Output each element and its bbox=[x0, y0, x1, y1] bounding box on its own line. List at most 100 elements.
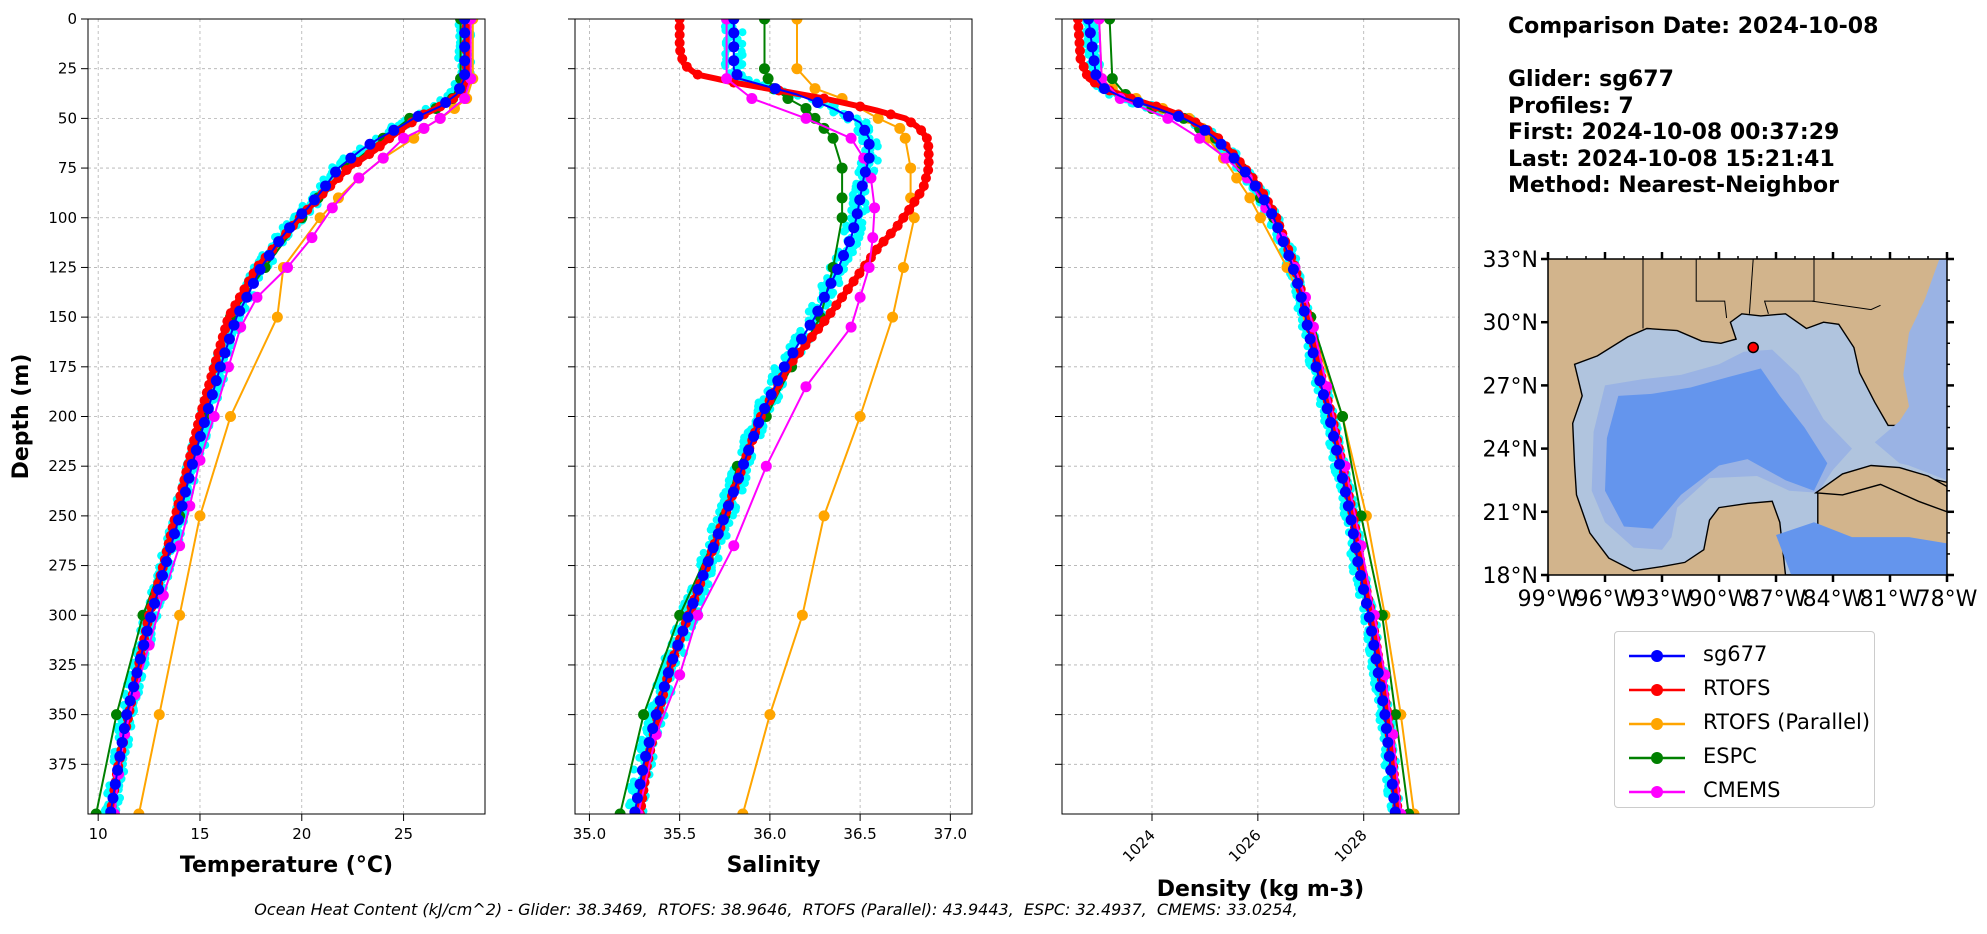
series-point-sg- bbox=[738, 458, 750, 470]
series-point-sg- bbox=[1363, 611, 1375, 623]
series-point-cmems bbox=[222, 361, 234, 373]
map-lon-label: 78°W bbox=[1917, 587, 1978, 612]
series-point-sg- bbox=[1358, 583, 1370, 595]
series-point-sg- bbox=[654, 695, 666, 707]
series-point-sg- bbox=[634, 778, 646, 790]
series-point-sg- bbox=[1090, 69, 1102, 81]
series-point-sg- bbox=[412, 110, 424, 122]
series-point-espc bbox=[1104, 19, 1116, 25]
panel-1: 35.0 35.5 36.0 36.5 37.0 Salinity bbox=[568, 18, 973, 878]
y-axis-label: Depth (m) bbox=[9, 354, 34, 480]
comparison-date: Comparison Date: 2024-10-08 bbox=[1508, 14, 1879, 39]
series-point-sg- bbox=[1310, 361, 1322, 373]
series-point-rtofs bbox=[918, 180, 929, 191]
series-point-sg- bbox=[1228, 152, 1240, 164]
series-point-sg- bbox=[796, 333, 808, 345]
glider-raw-point bbox=[1328, 453, 1337, 462]
series-point-cmems bbox=[174, 540, 186, 552]
map-lat-label: 30°N bbox=[1483, 311, 1538, 336]
y-tick-label: 250 bbox=[48, 507, 77, 525]
series-point-rtofs bbox=[374, 141, 385, 152]
map-lon-label: 96°W bbox=[1575, 587, 1636, 612]
series-point-sg- bbox=[1199, 124, 1211, 136]
series-point-sg- bbox=[1355, 570, 1367, 581]
series-point-sg- bbox=[1331, 444, 1343, 456]
series-point-rtofs-parallel- bbox=[796, 609, 808, 621]
series-point-rtofs bbox=[855, 101, 866, 112]
series-point-rtofs bbox=[1075, 53, 1086, 64]
series-point-cmems bbox=[800, 381, 812, 393]
series-point-cmems bbox=[418, 122, 430, 134]
series-point-rtofs-parallel- bbox=[1231, 172, 1243, 184]
y-tick-label: 275 bbox=[48, 557, 77, 575]
series-point-sg- bbox=[364, 138, 376, 150]
series-point-sg- bbox=[856, 180, 868, 192]
series-point-rtofs-parallel- bbox=[194, 510, 206, 522]
series-point-rtofs bbox=[674, 37, 685, 48]
series-point-sg- bbox=[640, 750, 652, 762]
series-point-espc bbox=[836, 162, 848, 174]
series-point-sg- bbox=[851, 208, 863, 220]
series-point-rtofs-parallel- bbox=[897, 261, 909, 273]
glider-raw-point bbox=[853, 232, 862, 241]
series-point-cmems bbox=[398, 132, 410, 144]
series-point-rtofs bbox=[674, 29, 685, 40]
series-point-sg- bbox=[1292, 277, 1304, 289]
series-point-cmems bbox=[1220, 152, 1232, 164]
series-point-sg- bbox=[1352, 556, 1364, 568]
series-point-sg- bbox=[1239, 166, 1251, 178]
x-axis-label: Density (kg m-3) bbox=[1157, 877, 1365, 902]
series-point-cmems bbox=[674, 669, 686, 681]
series-point-sg- bbox=[677, 625, 689, 637]
glider-raw-point bbox=[706, 525, 715, 534]
series-point-espc bbox=[111, 709, 123, 721]
x-tick-label: 1026 bbox=[1225, 826, 1265, 866]
series-point-rtofs bbox=[225, 308, 236, 319]
series-point-sg- bbox=[157, 570, 169, 581]
series-point-cmems bbox=[845, 132, 857, 144]
glider-raw-point bbox=[835, 279, 844, 288]
series-group bbox=[90, 19, 479, 814]
series-point-espc bbox=[836, 192, 848, 204]
map-frame bbox=[1547, 258, 1948, 576]
series-point-rtofs-parallel- bbox=[905, 162, 917, 174]
legend: sg677 RTOFS RTOFS (Parallel) ESPC CMEMS bbox=[1614, 631, 1875, 808]
map-border bbox=[1763, 259, 1815, 314]
series-point-sg- bbox=[109, 778, 121, 790]
x-tick-label: 1028 bbox=[1331, 826, 1371, 866]
series-point-rtofs-parallel- bbox=[133, 808, 145, 814]
series-point-sg- bbox=[812, 305, 824, 317]
series-point-sg- bbox=[1321, 403, 1333, 415]
panel-0: 0 25 50 75 100 125 150 175 200 225 250 275 300 325 350… bbox=[9, 10, 486, 878]
y-tick-label: 325 bbox=[48, 656, 77, 674]
series-point-sg- bbox=[697, 570, 709, 581]
x-axis-label: Temperature (°C) bbox=[180, 853, 393, 878]
series-point-rtofs bbox=[364, 149, 375, 160]
series-point-sg- bbox=[1317, 389, 1329, 401]
series-point-sg- bbox=[650, 709, 662, 721]
series-point-sg- bbox=[859, 124, 871, 136]
series-point-sg- bbox=[1388, 792, 1400, 804]
series-point-sg- bbox=[1287, 263, 1299, 275]
series-point-sg- bbox=[647, 723, 659, 735]
series-point-sg- bbox=[743, 444, 755, 456]
series-point-sg- bbox=[843, 110, 855, 122]
series-point-cmems bbox=[1162, 112, 1174, 124]
y-tick-label: 200 bbox=[48, 408, 77, 426]
series-point-sg- bbox=[183, 472, 195, 484]
map-lat-label: 21°N bbox=[1483, 501, 1538, 526]
series-point-rtofs bbox=[904, 204, 915, 215]
glider-raw-point bbox=[635, 743, 644, 752]
x-tick-label: 35.0 bbox=[573, 825, 606, 843]
series-point-sg- bbox=[202, 403, 214, 415]
series-point-sg- bbox=[825, 277, 837, 289]
map-lat-label: 18°N bbox=[1483, 564, 1538, 589]
series-point-sg- bbox=[804, 319, 816, 331]
series-point-rtofs bbox=[819, 316, 830, 327]
x-tick-label: 1024 bbox=[1119, 826, 1159, 866]
series-point-rtofs bbox=[1073, 21, 1084, 32]
series-point-sg- bbox=[1266, 208, 1278, 220]
y-tick-label: 25 bbox=[58, 60, 77, 78]
y-tick-label: 225 bbox=[48, 457, 77, 475]
series-point-sg- bbox=[459, 55, 471, 67]
